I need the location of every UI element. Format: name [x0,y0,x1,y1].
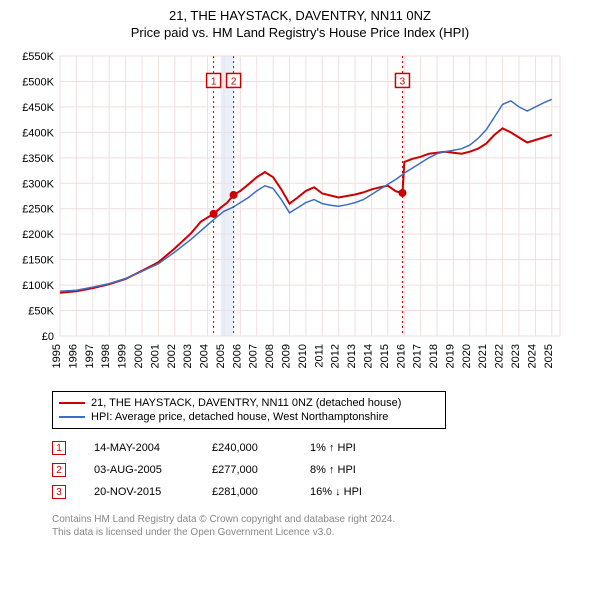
legend: 21, THE HAYSTACK, DAVENTRY, NN11 0NZ (de… [52,391,446,429]
chart-title: 21, THE HAYSTACK, DAVENTRY, NN11 0NZ [10,8,590,23]
svg-text:£400K: £400K [22,127,54,139]
chart-plot-area: £0 £50K £100K £150K £200K £250K £300K £350K £400… [10,48,590,383]
svg-text:2016: 2016 [395,344,407,368]
svg-text:3: 3 [400,76,406,87]
svg-text:2019: 2019 [444,344,456,368]
transaction-marker-icon: 3 [52,485,66,499]
svg-text:£350K: £350K [22,153,54,165]
legend-label: HPI: Average price, detached house, West… [91,411,388,423]
svg-text:2014: 2014 [362,344,374,368]
svg-text:£500K: £500K [22,76,54,88]
transaction-date: 20-NOV-2015 [94,486,184,498]
svg-text:2013: 2013 [346,344,358,368]
line-chart-svg: £0 £50K £100K £150K £200K £250K £300K £350K £400… [10,48,570,378]
svg-text:£450K: £450K [22,102,54,114]
svg-text:1996: 1996 [67,344,79,368]
table-row: 3 20-NOV-2015 £281,000 16% ↓ HPI [52,481,590,503]
svg-text:1998: 1998 [100,344,112,368]
transaction-price: £281,000 [212,486,282,498]
svg-text:2006: 2006 [231,344,243,368]
svg-text:2009: 2009 [281,344,293,368]
svg-text:2: 2 [231,76,237,87]
table-row: 2 03-AUG-2005 £277,000 8% ↑ HPI [52,459,590,481]
svg-text:2000: 2000 [133,344,145,368]
svg-text:1997: 1997 [84,344,96,368]
chart-subtitle: Price paid vs. HM Land Registry's House … [10,25,590,40]
chart-container: 21, THE HAYSTACK, DAVENTRY, NN11 0NZ Pri… [0,0,600,549]
legend-item: HPI: Average price, detached house, West… [59,410,439,424]
transaction-date: 14-MAY-2004 [94,442,184,454]
svg-text:£0: £0 [42,331,54,343]
legend-item: 21, THE HAYSTACK, DAVENTRY, NN11 0NZ (de… [59,396,439,410]
svg-text:2022: 2022 [494,344,506,368]
transaction-date: 03-AUG-2005 [94,464,184,476]
svg-text:2017: 2017 [412,344,424,368]
transaction-marker-icon: 1 [52,441,66,455]
table-row: 1 14-MAY-2004 £240,000 1% ↑ HPI [52,437,590,459]
transaction-price: £240,000 [212,442,282,454]
svg-text:2020: 2020 [461,344,473,368]
svg-text:2012: 2012 [330,344,342,368]
svg-text:£300K: £300K [22,178,54,190]
transaction-hpi-delta: 16% ↓ HPI [310,486,390,498]
legend-label: 21, THE HAYSTACK, DAVENTRY, NN11 0NZ (de… [91,397,401,409]
svg-text:2024: 2024 [526,344,538,368]
transaction-hpi-delta: 1% ↑ HPI [310,442,390,454]
svg-text:2003: 2003 [182,344,194,368]
svg-text:2001: 2001 [149,344,161,368]
svg-text:2002: 2002 [166,344,178,368]
svg-text:£200K: £200K [22,229,54,241]
transaction-hpi-delta: 8% ↑ HPI [310,464,390,476]
svg-text:£50K: £50K [28,306,54,318]
svg-text:2007: 2007 [248,344,260,368]
svg-text:£150K: £150K [22,255,54,267]
svg-text:2015: 2015 [379,344,391,368]
svg-text:2021: 2021 [477,344,489,368]
svg-text:£250K: £250K [22,204,54,216]
svg-text:2005: 2005 [215,344,227,368]
transactions-table: 1 14-MAY-2004 £240,000 1% ↑ HPI 2 03-AUG… [52,437,590,503]
svg-text:2023: 2023 [510,344,522,368]
footer-line: This data is licensed under the Open Gov… [52,526,590,539]
svg-text:£550K: £550K [22,51,54,63]
svg-text:1999: 1999 [117,344,129,368]
legend-swatch [59,416,85,418]
svg-text:2004: 2004 [199,344,211,368]
transaction-marker-icon: 2 [52,463,66,477]
svg-text:2011: 2011 [313,344,325,368]
svg-text:£100K: £100K [22,280,54,292]
svg-text:2018: 2018 [428,344,440,368]
attribution-footer: Contains HM Land Registry data © Crown c… [52,513,590,539]
svg-text:2025: 2025 [543,344,555,368]
svg-text:2008: 2008 [264,344,276,368]
svg-text:1: 1 [211,76,217,87]
legend-swatch [59,402,85,404]
transaction-price: £277,000 [212,464,282,476]
footer-line: Contains HM Land Registry data © Crown c… [52,513,590,526]
svg-text:1995: 1995 [51,344,63,368]
svg-text:2010: 2010 [297,344,309,368]
